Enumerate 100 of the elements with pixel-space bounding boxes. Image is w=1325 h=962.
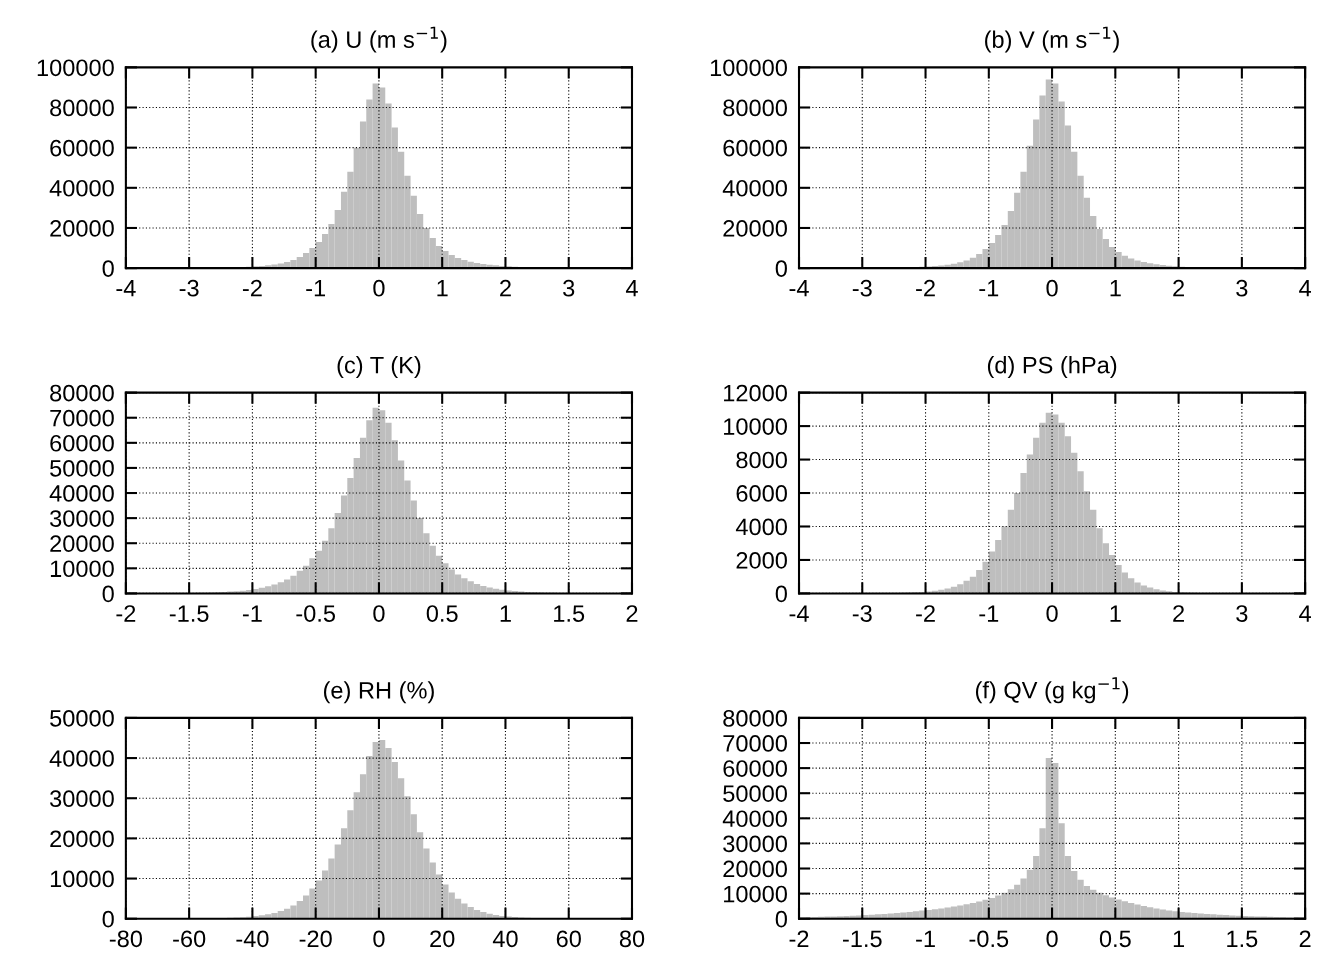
y-tick-label: 60000 bbox=[50, 434, 114, 452]
y-tick-label: 6000 bbox=[736, 485, 787, 502]
x-tick-label: 0 bbox=[373, 605, 385, 622]
y-tick-label: 70000 bbox=[723, 735, 787, 752]
chart-title: (e) RH (%) bbox=[324, 681, 434, 704]
chart-title: (b) V (m s$^{−1}$) bbox=[985, 26, 1119, 53]
x-tick-label: -3 bbox=[852, 279, 872, 297]
x-tick-label: 1 bbox=[1173, 930, 1185, 947]
x-tick-label: 20 bbox=[430, 930, 455, 948]
x-tick-label: 1.5 bbox=[554, 605, 585, 622]
y-tick-label: 20000 bbox=[50, 830, 114, 848]
y-tick-label: 20000 bbox=[50, 220, 114, 237]
x-tick-label: -3 bbox=[179, 279, 199, 297]
y-tick-label: 0 bbox=[102, 585, 114, 603]
x-tick-label: -2 bbox=[789, 930, 809, 947]
y-tick-label: 80000 bbox=[723, 99, 787, 117]
y-tick-label: 8000 bbox=[736, 451, 787, 469]
x-tick-label: -2 bbox=[916, 279, 935, 297]
y-tick-label: 30000 bbox=[50, 510, 114, 527]
x-tick-label: -20 bbox=[299, 930, 332, 948]
x-tick-label: 2 bbox=[626, 605, 638, 622]
x-tick-label: 60 bbox=[556, 930, 581, 948]
x-tick-label: 1 bbox=[1110, 280, 1121, 297]
x-tick-label: 4 bbox=[1299, 605, 1311, 622]
x-tick-label: -60 bbox=[173, 930, 206, 948]
y-tick-label: 80000 bbox=[723, 709, 787, 727]
x-tick-label: 1.5 bbox=[1227, 930, 1258, 948]
y-tick-label: 50000 bbox=[723, 785, 787, 802]
x-tick-label: -1 bbox=[306, 280, 326, 297]
x-tick-label: 0 bbox=[373, 279, 385, 297]
y-tick-label: 70000 bbox=[50, 409, 114, 427]
x-tick-label: -0.5 bbox=[296, 605, 336, 622]
x-tick-label: 1 bbox=[1110, 605, 1121, 622]
x-tick-label: -2 bbox=[116, 605, 136, 622]
x-tick-label: 0 bbox=[1046, 605, 1058, 622]
x-tick-label: 3 bbox=[1236, 605, 1248, 622]
x-tick-label: 1 bbox=[437, 280, 448, 297]
chart-title: (d) PS (hPa) bbox=[987, 356, 1117, 379]
y-tick-label: 10000 bbox=[50, 560, 114, 578]
x-tick-label: -1 bbox=[979, 605, 999, 622]
y-tick-label: 12000 bbox=[724, 384, 787, 402]
y-tick-label: 20000 bbox=[723, 220, 787, 237]
x-tick-label: 0 bbox=[1046, 930, 1058, 948]
y-tick-label: 100000 bbox=[37, 59, 114, 77]
x-tick-label: 2 bbox=[1173, 279, 1184, 297]
x-tick-label: -4 bbox=[789, 280, 809, 297]
y-tick-label: 40000 bbox=[49, 179, 114, 197]
y-tick-label: 0 bbox=[775, 585, 787, 603]
x-tick-label: 4 bbox=[625, 280, 638, 297]
y-tick-label: 40000 bbox=[49, 485, 114, 502]
y-tick-label: 50000 bbox=[50, 709, 114, 727]
y-tick-label: 20000 bbox=[723, 860, 787, 878]
y-tick-label: 10000 bbox=[724, 418, 787, 435]
x-tick-label: 0.5 bbox=[426, 605, 458, 622]
x-tick-label: -40 bbox=[236, 930, 269, 948]
y-tick-label: 20000 bbox=[50, 535, 114, 553]
x-tick-label: 0 bbox=[373, 930, 385, 948]
x-tick-label: -1 bbox=[979, 280, 999, 297]
y-tick-label: 40000 bbox=[49, 750, 114, 767]
y-tick-label: 100000 bbox=[710, 59, 787, 77]
x-tick-label: 2 bbox=[500, 279, 511, 297]
y-tick-label: 0 bbox=[775, 910, 787, 928]
x-tick-label: 0.5 bbox=[1099, 930, 1131, 948]
y-tick-label: 2000 bbox=[736, 552, 787, 569]
x-tick-label: -2 bbox=[242, 279, 262, 297]
x-tick-label: -0.5 bbox=[969, 930, 1009, 948]
y-tick-label: 60000 bbox=[723, 760, 787, 777]
x-tick-label: -4 bbox=[116, 280, 136, 297]
y-tick-label: 0 bbox=[102, 910, 114, 928]
y-tick-label: 80000 bbox=[50, 99, 114, 117]
y-tick-label: 60000 bbox=[50, 139, 114, 157]
x-tick-label: 80 bbox=[619, 930, 645, 948]
x-tick-label: -4 bbox=[789, 605, 809, 622]
x-tick-label: 2 bbox=[1299, 930, 1311, 947]
y-tick-label: 0 bbox=[775, 260, 787, 277]
y-tick-label: 80000 bbox=[50, 384, 114, 402]
y-tick-label: 0 bbox=[102, 260, 114, 277]
x-tick-label: -1 bbox=[242, 605, 262, 622]
chart-title: (f) QV (g kg$^{−1}$) bbox=[975, 677, 1129, 704]
x-tick-label: -3 bbox=[852, 605, 872, 622]
y-tick-label: 10000 bbox=[50, 870, 114, 888]
x-tick-label: 1 bbox=[500, 605, 511, 622]
x-tick-label: 2 bbox=[1173, 605, 1184, 622]
x-tick-label: -1.5 bbox=[169, 605, 209, 622]
x-tick-label: -80 bbox=[109, 930, 143, 948]
x-tick-label: -1 bbox=[916, 930, 935, 947]
x-tick-label: -2 bbox=[916, 605, 935, 622]
x-tick-label: 4 bbox=[1299, 280, 1311, 297]
x-tick-label: 40 bbox=[492, 930, 518, 948]
x-tick-label: -1.5 bbox=[842, 930, 882, 948]
x-tick-label: 3 bbox=[563, 279, 575, 297]
x-tick-label: 3 bbox=[1236, 279, 1248, 297]
y-tick-label: 30000 bbox=[50, 790, 114, 808]
y-tick-label: 40000 bbox=[722, 810, 787, 828]
y-tick-label: 40000 bbox=[722, 179, 787, 197]
chart-title: (c) T (K) bbox=[337, 356, 421, 379]
y-tick-label: 50000 bbox=[50, 459, 114, 477]
chart-title: (a) U (m s$^{−1}$) bbox=[311, 26, 447, 53]
x-tick-label: 0 bbox=[1046, 279, 1058, 297]
y-tick-label: 10000 bbox=[724, 885, 787, 903]
